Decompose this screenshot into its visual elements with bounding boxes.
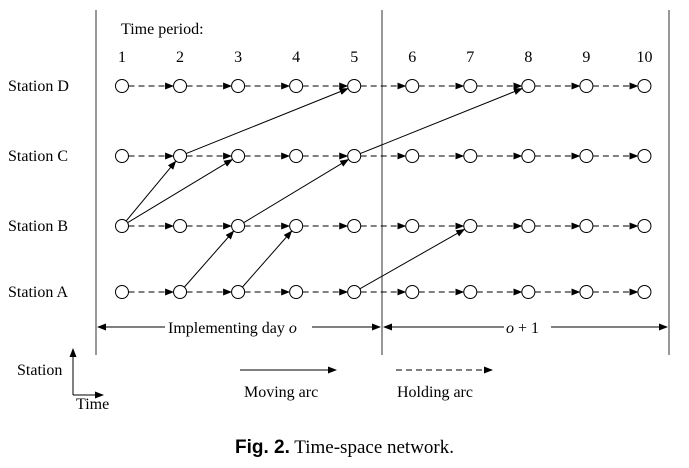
node-b-2 <box>173 219 188 233</box>
node-d-8 <box>521 79 536 93</box>
node-c-8 <box>521 149 536 163</box>
caption-label: Fig. 2. <box>234 437 290 458</box>
day2-label: o + 1 <box>506 320 539 337</box>
figure-caption: Fig. 2. Time-space network. <box>0 437 689 459</box>
station-label-a: Station A <box>8 284 68 301</box>
time-period-1: 1 <box>118 49 126 66</box>
time-period-8: 8 <box>524 49 532 66</box>
node-c-7 <box>463 149 478 163</box>
node-d-2 <box>173 79 188 93</box>
station-label-d: Station D <box>8 78 69 95</box>
moving-arc-legend-label: Moving arc <box>244 384 318 401</box>
moving-arcs <box>125 88 523 290</box>
node-c-10 <box>637 149 652 163</box>
moving-arc-1 <box>127 159 233 224</box>
node-a-8 <box>521 285 536 299</box>
node-c-6 <box>405 149 420 163</box>
moving-arc-6 <box>360 88 523 155</box>
network-nodes <box>115 79 652 299</box>
node-b-4 <box>289 219 304 233</box>
day1-label: Implementing day o <box>168 320 297 337</box>
node-b-10 <box>637 219 652 233</box>
moving-arc-3 <box>183 230 235 288</box>
node-a-9 <box>579 285 594 299</box>
time-period-5: 5 <box>350 49 358 66</box>
node-d-10 <box>637 79 652 93</box>
node-a-2 <box>173 285 188 299</box>
node-c-3 <box>231 149 246 163</box>
station-labels: Station D Station C Station B Station A <box>8 78 69 301</box>
node-b-5 <box>347 219 362 233</box>
node-b-9 <box>579 219 594 233</box>
moving-arc-5 <box>242 230 293 288</box>
time-period-2: 2 <box>176 49 184 66</box>
time-period-4: 4 <box>292 49 300 66</box>
node-b-3 <box>231 219 246 233</box>
node-c-4 <box>289 149 304 163</box>
time-axis-label: Time <box>76 396 109 413</box>
caption-text: Time-space network. <box>289 437 455 458</box>
node-d-4 <box>289 79 304 93</box>
time-period-7: 7 <box>466 49 474 66</box>
moving-arc-2 <box>185 88 349 155</box>
moving-arc-7 <box>359 228 466 290</box>
node-a-10 <box>637 285 652 299</box>
station-axis-label: Station <box>17 362 62 379</box>
node-a-5 <box>347 285 362 299</box>
node-d-7 <box>463 79 478 93</box>
node-a-1 <box>115 285 129 299</box>
node-b-6 <box>405 219 420 233</box>
node-c-1 <box>115 149 129 163</box>
node-c-2 <box>173 149 188 163</box>
station-label-b: Station B <box>8 218 68 235</box>
node-d-3 <box>231 79 246 93</box>
node-a-3 <box>231 285 246 299</box>
time-period-label: Time period: <box>121 21 204 38</box>
node-c-5 <box>347 149 362 163</box>
holding-arcs <box>128 82 639 296</box>
node-a-7 <box>463 285 478 299</box>
node-d-6 <box>405 79 420 93</box>
time-period-10: 10 <box>636 49 652 66</box>
node-a-6 <box>405 285 420 299</box>
moving-arc-4 <box>243 159 350 224</box>
node-b-7 <box>463 219 478 233</box>
time-period-3: 3 <box>234 49 242 66</box>
node-d-1 <box>115 79 129 93</box>
moving-arc-0 <box>125 160 177 222</box>
node-b-1 <box>115 219 129 233</box>
node-a-4 <box>289 285 304 299</box>
node-d-9 <box>579 79 594 93</box>
station-label-c: Station C <box>8 148 68 165</box>
node-d-5 <box>347 79 362 93</box>
time-period-6: 6 <box>408 49 416 66</box>
node-b-8 <box>521 219 536 233</box>
time-period-labels: 1 2 3 4 5 6 7 8 9 10 <box>118 49 652 66</box>
time-period-9: 9 <box>582 49 590 66</box>
node-c-9 <box>579 149 594 163</box>
holding-arc-legend-label: Holding arc <box>397 384 473 401</box>
